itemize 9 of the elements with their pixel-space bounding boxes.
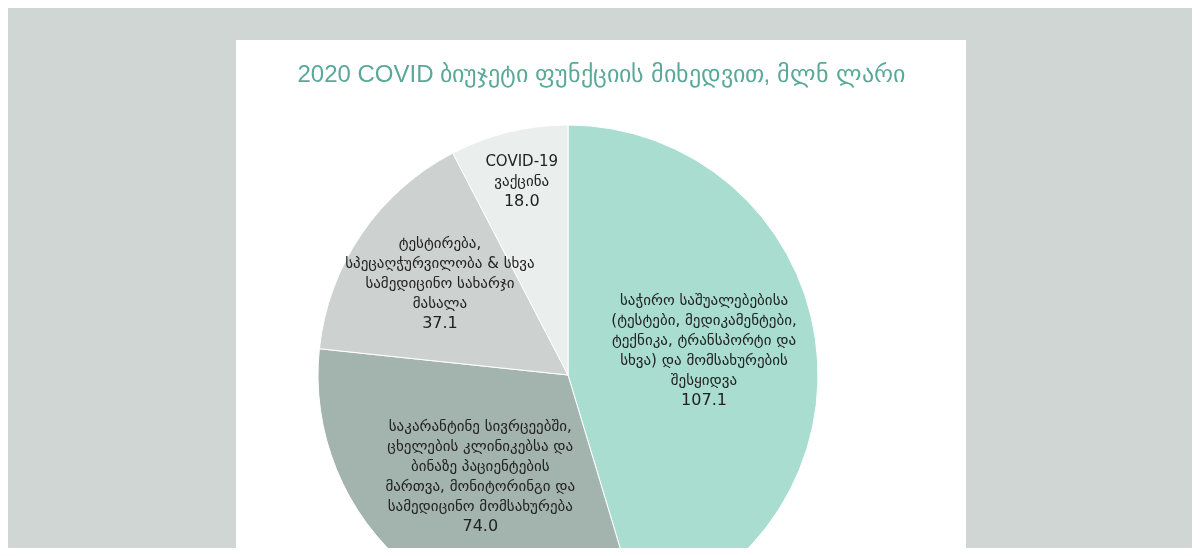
slice-label: საკარანტინე სივრცეებში, ცხელების კლინიკებსა და ბინაზე პაციენტების მართვა, მონიტორინგი და სამედიცინო მომსახურება <box>385 416 576 515</box>
data-label: 18.0 <box>503 190 540 210</box>
data-label: 107.1 <box>681 389 727 409</box>
slice-label: ტესტირება, სპეცაღჭურვილობა & სხვა სამედიცინო სახარჯი მასალა <box>345 233 535 312</box>
data-label: 37.1 <box>422 312 458 332</box>
data-label: 74.0 <box>462 515 499 535</box>
slice-label: COVID-19 ვაქცინა <box>485 151 559 190</box>
chart-title: 2020 COVID ბიუჯეტი ფუნქციის მიხედვით, მლნ ლარი <box>296 60 906 88</box>
slice-label: საჭირო საშუალებებისა (ტესტები, მედიკამენტები, ტექნიკა, ტრანსპორტი და სხვა) და მომსახურების შესყიდვა <box>611 290 797 389</box>
